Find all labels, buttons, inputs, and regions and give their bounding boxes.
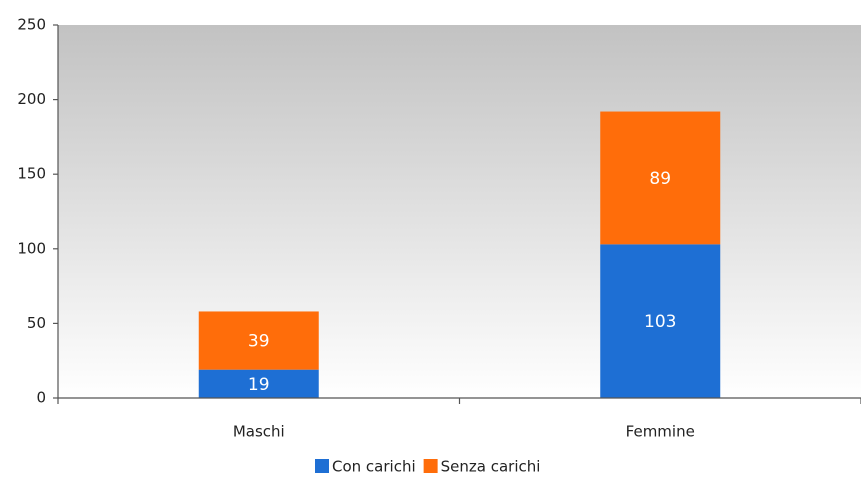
data-label: 89 [649, 169, 671, 189]
plot-background [58, 25, 861, 398]
y-tick-label: 50 [27, 314, 46, 332]
y-tick-label: 200 [17, 90, 46, 108]
bar-segment [600, 111, 721, 245]
data-label: 39 [248, 332, 270, 352]
legend-label: Senza carichi [441, 458, 541, 476]
bar-segment [600, 244, 721, 398]
legend-swatch [423, 459, 438, 473]
data-label: 103 [644, 312, 676, 332]
y-tick-label: 0 [36, 389, 46, 407]
y-tick-label: 250 [17, 16, 46, 34]
x-tick-label: Femmine [626, 423, 695, 441]
legend-label: Con carichi [332, 458, 416, 476]
bar-segment [198, 311, 319, 370]
data-label: 19 [248, 375, 270, 395]
bar-segment [198, 369, 319, 398]
legend-swatch [315, 459, 329, 473]
y-tick-label: 150 [17, 165, 46, 183]
x-tick-label: Maschi [233, 423, 285, 441]
y-tick-label: 100 [17, 239, 46, 257]
